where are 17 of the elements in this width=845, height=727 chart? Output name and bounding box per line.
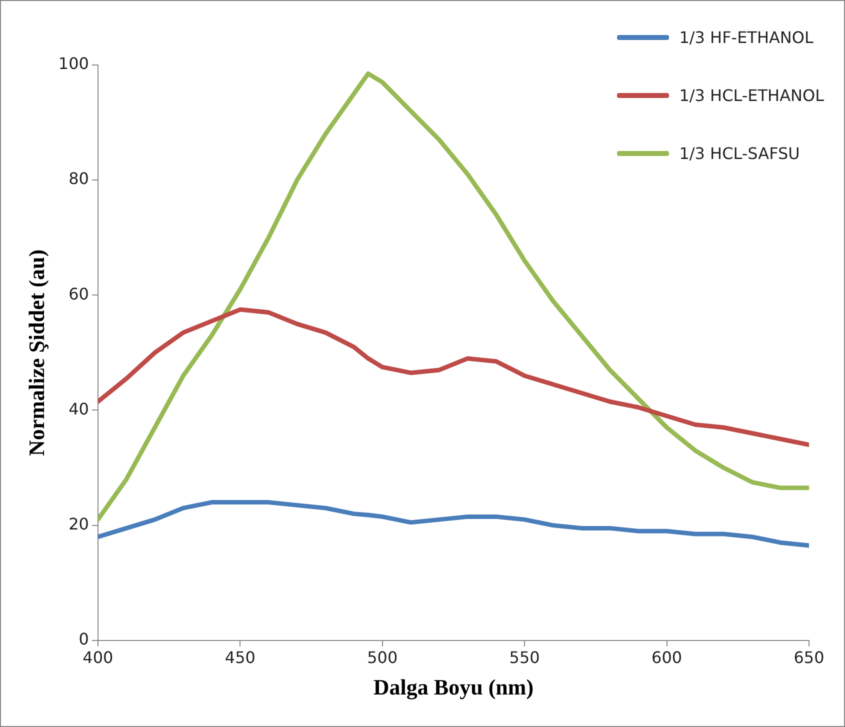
y-tick-label: 0 <box>78 630 89 649</box>
x-tick-label: 450 <box>224 648 256 668</box>
x-tick-label: 500 <box>367 648 398 668</box>
x-tick-label: 400 <box>82 648 114 668</box>
y-tick-label: 100 <box>58 54 89 74</box>
legend-label: 1/3 HCL-SAFSU <box>679 144 800 163</box>
x-tick-label: 650 <box>794 648 824 668</box>
y-tick-label: 40 <box>68 399 89 418</box>
y-tick-label: 20 <box>68 514 89 534</box>
y-tick-label: 60 <box>68 284 89 304</box>
x-axis-title: Dalga Boyu (nm) <box>373 674 534 700</box>
x-tick-label: 600 <box>652 648 682 668</box>
legend-label: 1/3 HCL-ETHANOL <box>679 86 824 105</box>
legend-label: 1/3 HF-ETHANOL <box>679 28 814 47</box>
y-axis-title: Normalize Şiddet (au) <box>24 249 49 456</box>
x-tick-label: 550 <box>509 648 540 668</box>
y-tick-label: 80 <box>68 169 89 188</box>
